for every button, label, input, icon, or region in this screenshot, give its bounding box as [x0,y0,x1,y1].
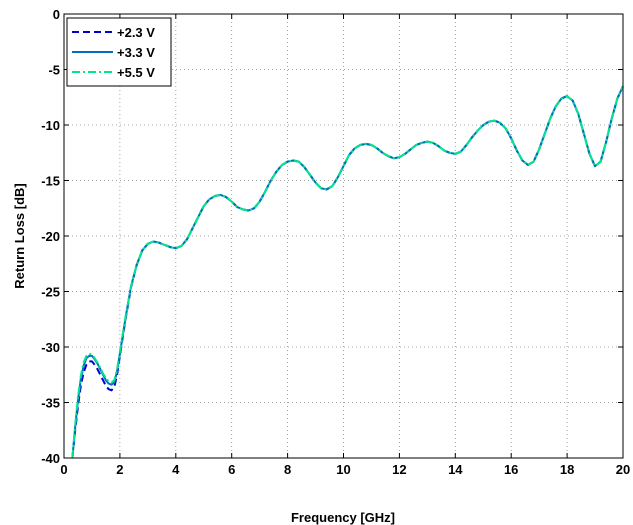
ticks: 0 2 4 6 8 10 12 14 16 18 20 0 -5 -10 -15 -20 -25 -30 -35 -4… [41,7,630,477]
x-tick-label: 2 [116,462,123,477]
series-group [71,85,624,459]
legend-label-3: +5.5 V [117,65,155,80]
x-tick-label: 10 [336,462,350,477]
x-tick-label: 8 [284,462,291,477]
x-tick-label: 18 [560,462,574,477]
y-tick-label: -25 [41,285,60,300]
x-tick-label: 4 [172,462,180,477]
y-axis-title: Return Loss [dB] [12,183,27,288]
x-tick-label: 0 [60,462,67,477]
legend-label-1: +2.3 V [117,25,155,40]
x-tick-label: 14 [448,462,463,477]
x-tick-label: 20 [616,462,630,477]
series-line-2 [71,85,624,459]
y-tick-label: -15 [41,174,60,189]
y-tick-label: -20 [41,229,60,244]
x-axis-title: Frequency [GHz] [291,510,395,525]
x-tick-label: 12 [392,462,406,477]
y-tick-label: 0 [53,7,60,22]
legend-label-2: +3.3 V [117,45,155,60]
plot-area [64,14,623,458]
x-tick-label: 6 [228,462,235,477]
y-tick-label: -10 [41,118,60,133]
y-tick-label: -30 [41,340,60,355]
y-tick-label: -40 [41,451,60,466]
x-tick-label: 16 [504,462,518,477]
y-tick-label: -35 [41,396,60,411]
legend: +2.3 V +3.3 V +5.5 V [66,17,172,87]
y-tick-label: -5 [48,63,60,78]
